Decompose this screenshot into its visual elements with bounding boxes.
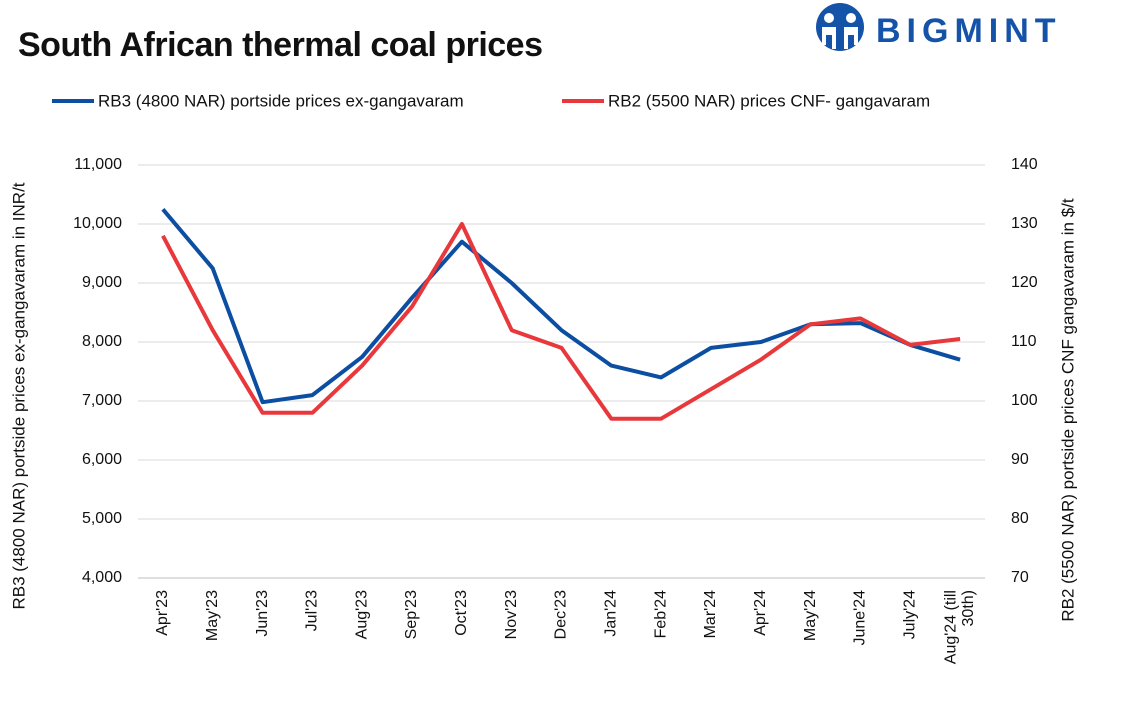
y-tick-label: 8,000 (82, 333, 122, 350)
x-tick-label: Apr'23 (154, 590, 171, 636)
x-tick-label: May'24 (802, 590, 819, 641)
logo: BIGMINT (816, 3, 1062, 51)
x-tick-label: Nov'23 (503, 590, 520, 639)
x-tick-label: July'24 (901, 590, 918, 639)
y2-tick-label: 120 (1011, 274, 1038, 291)
y-tick-label: 5,000 (82, 510, 122, 527)
y2-tick-label: 80 (1011, 510, 1029, 527)
brand-name: BIGMINT (876, 12, 1062, 50)
legend-label: RB2 (5500 NAR) prices CNF- gangavaram (608, 91, 930, 110)
y-tick-label: 11,000 (74, 156, 122, 173)
x-tick-label: Apr'24 (752, 590, 769, 636)
x-tick-label-line: 30th) (960, 590, 977, 626)
x-tick-label: Oct'23 (453, 590, 470, 636)
x-tick-label: Jul'23 (304, 590, 321, 631)
logo-icon-head (846, 13, 856, 23)
x-tick-label: Mar'24 (702, 590, 719, 639)
y-axis-label: RB3 (4800 NAR) portside prices ex-gangav… (9, 182, 28, 609)
x-tick-label: Aug'24 (till30th) (943, 590, 978, 664)
y2-axis-label: RB2 (5500 NAR) portside prices CNF ganga… (1058, 198, 1077, 622)
y2-tick-label: 100 (1011, 392, 1038, 409)
x-tick-label: Dec'23 (553, 590, 570, 639)
y-tick-label: 7,000 (82, 392, 122, 409)
x-tick-label: May'23 (204, 590, 221, 641)
x-tick-label-line: Aug'24 (till (943, 590, 960, 664)
legend-label: RB3 (4800 NAR) portside prices ex-gangav… (98, 91, 464, 110)
y-tick-label: 6,000 (82, 451, 122, 468)
y-tick-label: 4,000 (82, 569, 122, 586)
x-tick-label: June'24 (852, 590, 869, 646)
x-tick-label: Jun'23 (254, 590, 271, 637)
y2-tick-label: 90 (1011, 451, 1029, 468)
y2-tick-label: 110 (1011, 333, 1037, 350)
x-tick-label: Feb'24 (652, 590, 669, 639)
x-tick-label: Jan'24 (603, 590, 620, 637)
series-line (161, 222, 961, 421)
y-tick-label: 10,000 (73, 215, 122, 232)
logo-icon-head (824, 13, 834, 23)
series-line (161, 208, 961, 405)
x-tick-label: Aug'23 (353, 590, 370, 639)
y-tick-label: 9,000 (82, 274, 122, 291)
y2-tick-label: 70 (1011, 569, 1029, 586)
chart-title: South African thermal coal prices (18, 26, 543, 64)
y2-tick-label: 130 (1011, 215, 1038, 232)
y2-tick-label: 140 (1011, 156, 1038, 173)
x-tick-label: Sep'23 (403, 590, 420, 639)
logo-icon-body (822, 27, 858, 49)
